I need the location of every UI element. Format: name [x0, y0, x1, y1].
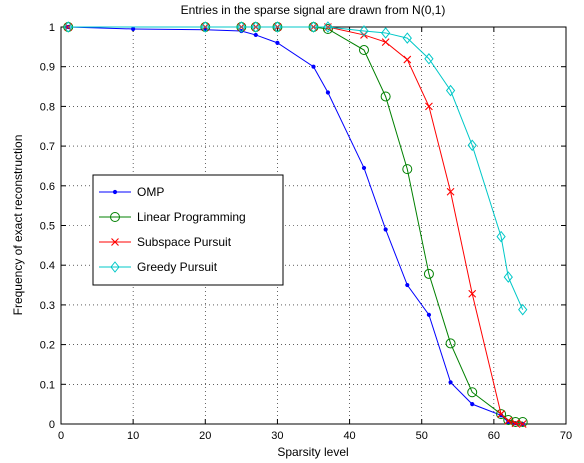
series-line-greedy-pursuit	[68, 26, 524, 310]
legend-label: OMP	[137, 185, 164, 199]
x-tick-label: 40	[343, 430, 355, 442]
data-point-linear-programming	[496, 409, 507, 420]
data-point-greedy-pursuit	[467, 139, 477, 152]
data-point-omp	[131, 26, 136, 32]
series-greedy-pursuit	[63, 21, 528, 316]
legend-swatch-marker	[110, 261, 120, 273]
data-point-subspace-pursuit	[403, 55, 412, 64]
legend-swatch-marker	[112, 189, 118, 195]
legend-item-subspace-pursuit: Subspace Pursuit	[99, 235, 232, 249]
data-point-omp	[325, 90, 331, 95]
data-point-greedy-pursuit	[518, 303, 528, 316]
data-point-linear-programming	[380, 91, 391, 102]
data-point-omp	[426, 312, 432, 317]
y-tick-label: 0.9	[40, 62, 55, 74]
x-tick-label: 20	[199, 430, 211, 442]
data-point-subspace-pursuit	[468, 289, 477, 298]
y-tick-label: 0.8	[40, 101, 55, 113]
y-tick-label: 0.6	[40, 181, 55, 193]
legend-swatch-marker	[110, 212, 120, 222]
data-point-greedy-pursuit	[359, 25, 369, 37]
legend-label: Subspace Pursuit	[137, 235, 232, 249]
data-point-subspace-pursuit	[518, 420, 527, 428]
data-point-omp	[383, 227, 388, 232]
y-tick-label: 0.7	[40, 141, 55, 153]
data-point-greedy-pursuit	[503, 271, 513, 283]
x-tick-label: 50	[416, 430, 428, 442]
y-tick-label: 0	[49, 419, 55, 431]
x-tick-label: 60	[488, 430, 500, 442]
data-point-greedy-pursuit	[381, 27, 391, 39]
y-tick-label: 0.1	[40, 379, 55, 391]
legend-item-linear-programming: Linear Programming	[99, 210, 246, 224]
x-tick-label: 70	[560, 430, 572, 442]
y-axis-title: Frequency of exact reconstruction	[11, 135, 25, 316]
data-point-linear-programming	[322, 23, 333, 34]
series-layer	[63, 21, 528, 428]
data-point-linear-programming	[359, 45, 369, 56]
data-point-linear-programming	[423, 268, 434, 279]
data-point-greedy-pursuit	[308, 21, 319, 33]
legend-label: Linear Programming	[137, 210, 246, 224]
data-point-greedy-pursuit	[323, 21, 333, 33]
data-point-omp	[448, 380, 453, 385]
data-point-greedy-pursuit	[496, 230, 506, 243]
data-point-greedy-pursuit	[200, 21, 210, 33]
data-point-linear-programming	[445, 338, 456, 349]
data-point-linear-programming	[402, 164, 413, 175]
y-tick-label: 0.3	[40, 300, 55, 312]
data-point-linear-programming	[517, 417, 528, 428]
data-point-greedy-pursuit	[402, 32, 412, 44]
x-axis-title: Sparsity level	[277, 445, 348, 459]
data-point-omp	[361, 165, 367, 171]
data-point-linear-programming	[467, 387, 478, 398]
data-point-subspace-pursuit	[446, 187, 455, 196]
y-tick-label: 0.4	[40, 260, 55, 272]
legend-swatch-marker	[111, 238, 119, 246]
chart-title: Entries in the sparse signal are drawn f…	[181, 3, 446, 17]
x-tick-label: 30	[271, 430, 283, 442]
data-point-greedy-pursuit	[272, 21, 283, 33]
x-tick-label: 10	[127, 430, 139, 442]
data-point-omp	[275, 40, 280, 45]
data-point-subspace-pursuit	[425, 102, 433, 111]
data-point-greedy-pursuit	[236, 21, 246, 33]
x-tick-label: 0	[58, 430, 64, 442]
legend: OMP Linear Programming Subspace Pursuit Gre…	[92, 174, 284, 286]
data-point-greedy-pursuit	[63, 21, 73, 33]
data-point-omp	[253, 32, 258, 38]
data-point-omp	[470, 402, 475, 407]
data-point-greedy-pursuit	[424, 52, 434, 65]
y-tick-label: 0.2	[40, 340, 55, 352]
data-point-greedy-pursuit	[445, 84, 456, 97]
data-point-subspace-pursuit	[381, 38, 390, 46]
legend-label: Greedy Pursuit	[137, 260, 218, 274]
data-point-omp	[405, 282, 410, 288]
data-point-omp	[311, 64, 316, 69]
y-tick-label: 1	[49, 22, 55, 34]
data-point-greedy-pursuit	[251, 21, 261, 33]
y-tick-label: 0.5	[40, 221, 55, 233]
legend-item-greedy-pursuit: Greedy Pursuit	[99, 260, 218, 274]
data-point-subspace-pursuit	[504, 416, 513, 425]
legend-item-omp: OMP	[99, 185, 164, 199]
data-point-subspace-pursuit	[511, 419, 520, 428]
axis-ticks: 0 10 20 30 40 50 60 70 0 0.1 0.2 0.3 0.4 0.5 0.6 0.7 0.8…	[40, 22, 572, 442]
data-point-subspace-pursuit	[497, 410, 505, 418]
